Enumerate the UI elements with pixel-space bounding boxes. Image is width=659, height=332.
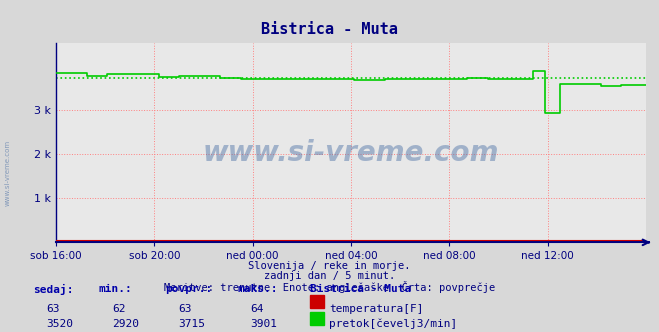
Text: Bistrica - Muta: Bistrica - Muta <box>310 284 411 294</box>
Text: sedaj:: sedaj: <box>33 284 73 295</box>
Text: Meritve: trenutne  Enote: anglešaške  Črta: povprečje: Meritve: trenutne Enote: anglešaške Črta… <box>164 281 495 292</box>
Bar <box>310 295 324 308</box>
Text: pretok[čevelj3/min]: pretok[čevelj3/min] <box>330 319 458 329</box>
Text: 3520: 3520 <box>46 319 73 329</box>
Text: temperatura[F]: temperatura[F] <box>330 304 424 314</box>
Text: Slovenija / reke in morje.: Slovenija / reke in morje. <box>248 261 411 271</box>
Text: Bistrica - Muta: Bistrica - Muta <box>261 22 398 37</box>
Text: www.si-vreme.com: www.si-vreme.com <box>203 139 499 167</box>
Text: 3901: 3901 <box>250 319 277 329</box>
Text: zadnji dan / 5 minut.: zadnji dan / 5 minut. <box>264 271 395 281</box>
Text: 62: 62 <box>112 304 125 314</box>
Text: 3715: 3715 <box>178 319 205 329</box>
Text: min.:: min.: <box>99 284 132 294</box>
Bar <box>310 312 324 325</box>
Text: maks.:: maks.: <box>237 284 277 294</box>
Text: 63: 63 <box>46 304 59 314</box>
Text: 2920: 2920 <box>112 319 139 329</box>
Text: 63: 63 <box>178 304 191 314</box>
Text: www.si-vreme.com: www.si-vreme.com <box>5 139 11 206</box>
Text: povpr.:: povpr.: <box>165 284 212 294</box>
Text: 64: 64 <box>250 304 264 314</box>
